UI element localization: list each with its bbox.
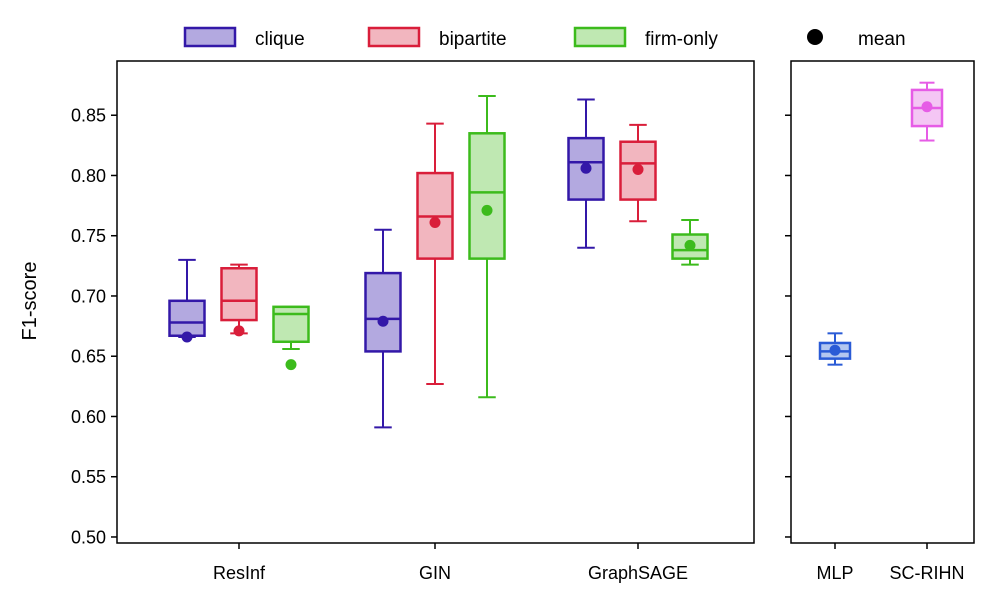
right-panel-frame <box>790 60 975 544</box>
y-axis-label: F1-score <box>19 262 41 341</box>
box-bipartite-GIN-mean-marker <box>429 216 441 228</box>
legend: clique bipartite firm-only mean <box>183 26 906 50</box>
x-tick-label: SC-RIHN <box>890 563 965 583</box>
x-tick-label: GraphSAGE <box>588 563 688 583</box>
x-tick-label: MLP <box>816 563 853 583</box>
box-MLP-mean-marker <box>829 344 841 356</box>
box-firm-only-GIN-box <box>468 132 506 260</box>
y-tick-label: 0.65 <box>71 347 106 367</box>
y-tick-label: 0.75 <box>71 226 106 246</box>
x-tick-label: GIN <box>419 563 451 583</box>
box-bipartite-GraphSAGE-mean-marker <box>632 163 644 175</box>
box-clique-GIN-mean-marker <box>377 315 389 327</box>
legend-label-bipartite: bipartite <box>439 29 507 50</box>
box-clique-GIN-box <box>364 271 402 353</box>
x-tick-label: ResInf <box>213 563 266 583</box>
legend-swatch-firm-only <box>573 26 627 48</box>
box-firm-only-GraphSAGE-mean-marker <box>684 239 696 251</box>
legend-swatch-clique <box>183 26 237 48</box>
y-tick-label: 0.60 <box>71 407 106 427</box>
box-clique-GraphSAGE-mean-marker <box>580 162 592 174</box>
box-firm-only-ResInf-box <box>272 305 310 344</box>
box-firm-only-ResInf-mean-marker <box>285 359 297 371</box>
box-bipartite-ResInf-mean-marker <box>233 325 245 337</box>
legend-label-clique: clique <box>255 29 305 50</box>
y-tick-label: 0.50 <box>71 527 106 547</box>
box-clique-ResInf-mean-marker <box>181 331 193 343</box>
box-SC-RIHN-mean-marker <box>921 101 933 113</box>
box-firm-only-GIN-mean-marker <box>481 204 493 216</box>
box-bipartite-ResInf-box <box>220 267 258 322</box>
legend-mean-marker <box>807 29 823 45</box>
y-tick-label: 0.85 <box>71 106 106 126</box>
y-tick-label: 0.80 <box>71 166 106 186</box>
box-clique-ResInf-box <box>168 299 206 337</box>
left-panel: 0.50 0.55 0.60 0.65 0.70 0.75 0.80 0.85 ResInf GI… <box>71 60 755 583</box>
y-tick-label: 0.70 <box>71 286 106 306</box>
legend-swatch-bipartite <box>367 26 421 48</box>
legend-label-mean: mean <box>858 29 906 50</box>
legend-label-firm-only: firm-only <box>645 29 718 50</box>
y-tick-label: 0.55 <box>71 467 106 487</box>
right-panel: MLP SC-RIHN <box>785 60 975 583</box>
